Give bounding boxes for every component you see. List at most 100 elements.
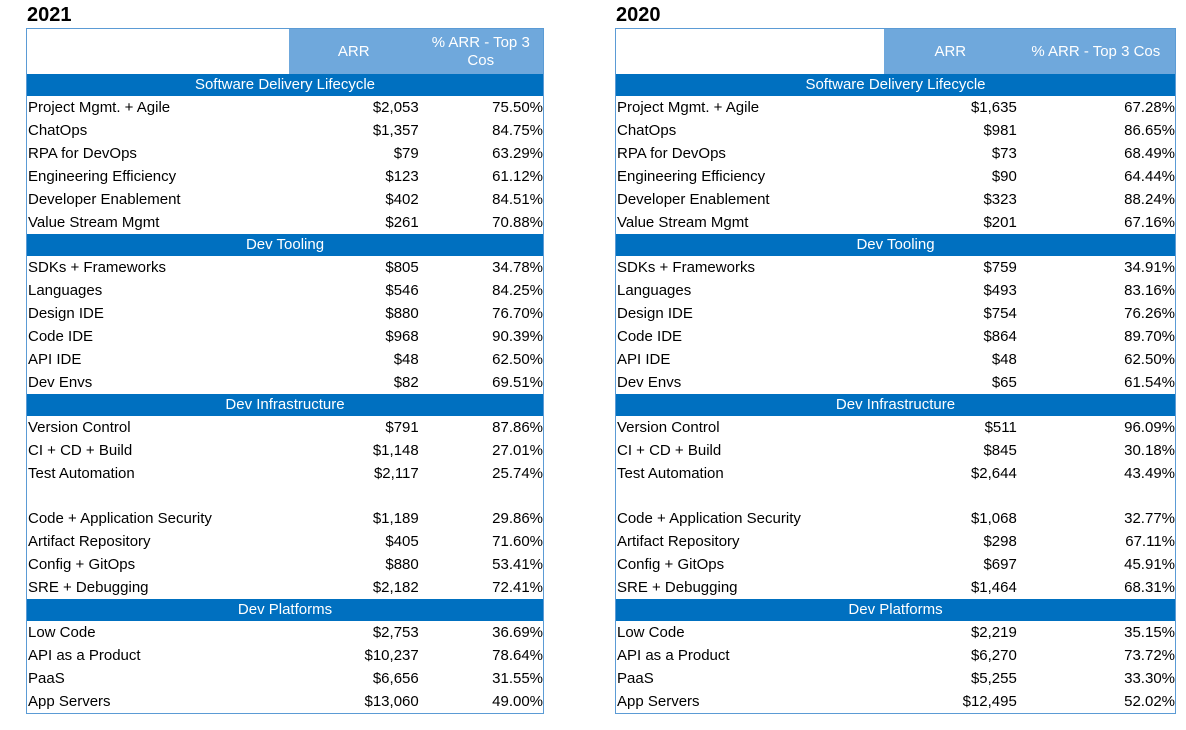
row-pct: 45.91% (1124, 556, 1175, 573)
row-pct: 62.50% (1124, 351, 1175, 368)
table-row: Engineering Efficiency $123 61.12% (27, 165, 543, 188)
table-row: Design IDE $880 76.70% (27, 302, 543, 325)
table-row: Value Stream Mgmt $201 67.16% (616, 211, 1175, 234)
row-pct: 36.69% (492, 624, 544, 641)
row-pct: 86.65% (1124, 122, 1175, 139)
table-row: PaaS $5,255 33.30% (616, 667, 1175, 690)
blank-row (27, 485, 543, 507)
row-arr: $2,182 (372, 579, 419, 596)
table-row: Code + Application Security $1,068 32.77% (616, 507, 1175, 530)
row-pct: 35.15% (1124, 624, 1175, 641)
row-arr: $65 (991, 374, 1017, 391)
row-name: Version Control (617, 419, 720, 436)
row-pct: 78.64% (492, 647, 544, 664)
row-arr: $48 (991, 351, 1017, 368)
row-pct: 73.72% (1124, 647, 1175, 664)
row-arr: $864 (983, 328, 1017, 345)
row-pct: 88.24% (1124, 191, 1175, 208)
table-row: Project Mgmt. + Agile $2,053 75.50% (27, 96, 543, 119)
table-row: API as a Product $6,270 73.72% (616, 644, 1175, 667)
row-arr: $2,053 (372, 99, 419, 116)
row-name: Developer Enablement (28, 191, 181, 208)
row-name: Value Stream Mgmt (28, 214, 160, 231)
table-row: ChatOps $981 86.65% (616, 119, 1175, 142)
row-pct: 49.00% (492, 693, 544, 710)
row-arr: $90 (991, 168, 1017, 185)
section-header: Software Delivery Lifecycle (27, 74, 543, 96)
row-name: SDKs + Frameworks (617, 259, 755, 276)
row-arr: $6,656 (372, 670, 419, 687)
row-arr: $981 (983, 122, 1017, 139)
table-row: CI + CD + Build $845 30.18% (616, 439, 1175, 462)
table-row: Version Control $791 87.86% (27, 416, 543, 439)
row-arr: $5,255 (970, 670, 1017, 687)
table-row: Value Stream Mgmt $261 70.88% (27, 211, 543, 234)
row-arr: $1,189 (372, 510, 419, 527)
year-title: 2021 (27, 4, 72, 26)
row-name: API IDE (617, 351, 671, 368)
row-arr: $123 (385, 168, 419, 185)
section-header: Dev Tooling (616, 234, 1175, 256)
row-arr: $1,357 (372, 122, 419, 139)
row-arr: $759 (983, 259, 1017, 276)
row-name: Value Stream Mgmt (617, 214, 749, 231)
section-header: Dev Tooling (27, 234, 543, 256)
row-name: API as a Product (617, 647, 730, 664)
row-pct: 71.60% (492, 533, 544, 550)
table-row: Version Control $511 96.09% (616, 416, 1175, 439)
row-name: RPA for DevOps (617, 145, 726, 162)
row-name: App Servers (617, 693, 700, 710)
row-arr: $880 (385, 305, 419, 322)
row-pct: 67.28% (1124, 99, 1175, 116)
table-row: Project Mgmt. + Agile $1,635 67.28% (616, 96, 1175, 119)
row-name: Version Control (28, 419, 131, 436)
row-arr: $48 (393, 351, 419, 368)
table-row: SRE + Debugging $2,182 72.41% (27, 576, 543, 599)
table-row: API IDE $48 62.50% (27, 348, 543, 371)
row-pct: 29.86% (492, 510, 544, 527)
row-pct: 27.01% (492, 442, 544, 459)
table-header: ARR% ARR - Top 3 Cos (616, 29, 1176, 74)
section-header: Dev Platforms (27, 599, 543, 621)
row-pct: 83.16% (1124, 282, 1175, 299)
row-pct: 70.88% (492, 214, 544, 231)
table-row: Developer Enablement $402 84.51% (27, 188, 543, 211)
row-name: Languages (617, 282, 692, 299)
row-arr: $754 (983, 305, 1017, 322)
row-name: API IDE (28, 351, 82, 368)
row-pct: 84.75% (492, 122, 544, 139)
row-name: Engineering Efficiency (617, 168, 766, 185)
row-name: ChatOps (617, 122, 677, 139)
row-pct: 52.02% (1124, 693, 1175, 710)
row-name: App Servers (28, 693, 111, 710)
row-arr: $79 (393, 145, 419, 162)
table-row: Languages $493 83.16% (616, 279, 1175, 302)
row-pct: 84.25% (492, 282, 544, 299)
table-row: Design IDE $754 76.26% (616, 302, 1175, 325)
blank-row (616, 485, 1175, 507)
row-arr: $402 (385, 191, 419, 208)
row-pct: 76.70% (492, 305, 544, 322)
row-arr: $511 (984, 419, 1017, 436)
table-row: Code IDE $864 89.70% (616, 325, 1175, 348)
row-arr: $791 (385, 419, 419, 436)
row-pct: 68.49% (1124, 145, 1175, 162)
row-name: Low Code (28, 624, 96, 641)
row-name: Project Mgmt. + Agile (28, 99, 171, 116)
row-arr: $405 (385, 533, 419, 550)
row-arr: $2,219 (970, 624, 1017, 641)
row-pct: 32.77% (1124, 510, 1175, 527)
table-row: RPA for DevOps $73 68.49% (616, 142, 1175, 165)
table-row: SDKs + Frameworks $759 34.91% (616, 256, 1175, 279)
row-pct: 87.86% (492, 419, 544, 436)
row-pct: 76.26% (1124, 305, 1175, 322)
row-pct: 31.55% (492, 670, 544, 687)
table-row: API as a Product $10,237 78.64% (27, 644, 543, 667)
row-name: Test Automation (617, 465, 724, 482)
row-arr: $493 (983, 282, 1017, 299)
row-arr: $12,495 (962, 693, 1017, 710)
row-arr: $1,068 (970, 510, 1017, 527)
table-row: Config + GitOps $880 53.41% (27, 553, 543, 576)
table-row: Developer Enablement $323 88.24% (616, 188, 1175, 211)
row-pct: 53.41% (492, 556, 544, 573)
